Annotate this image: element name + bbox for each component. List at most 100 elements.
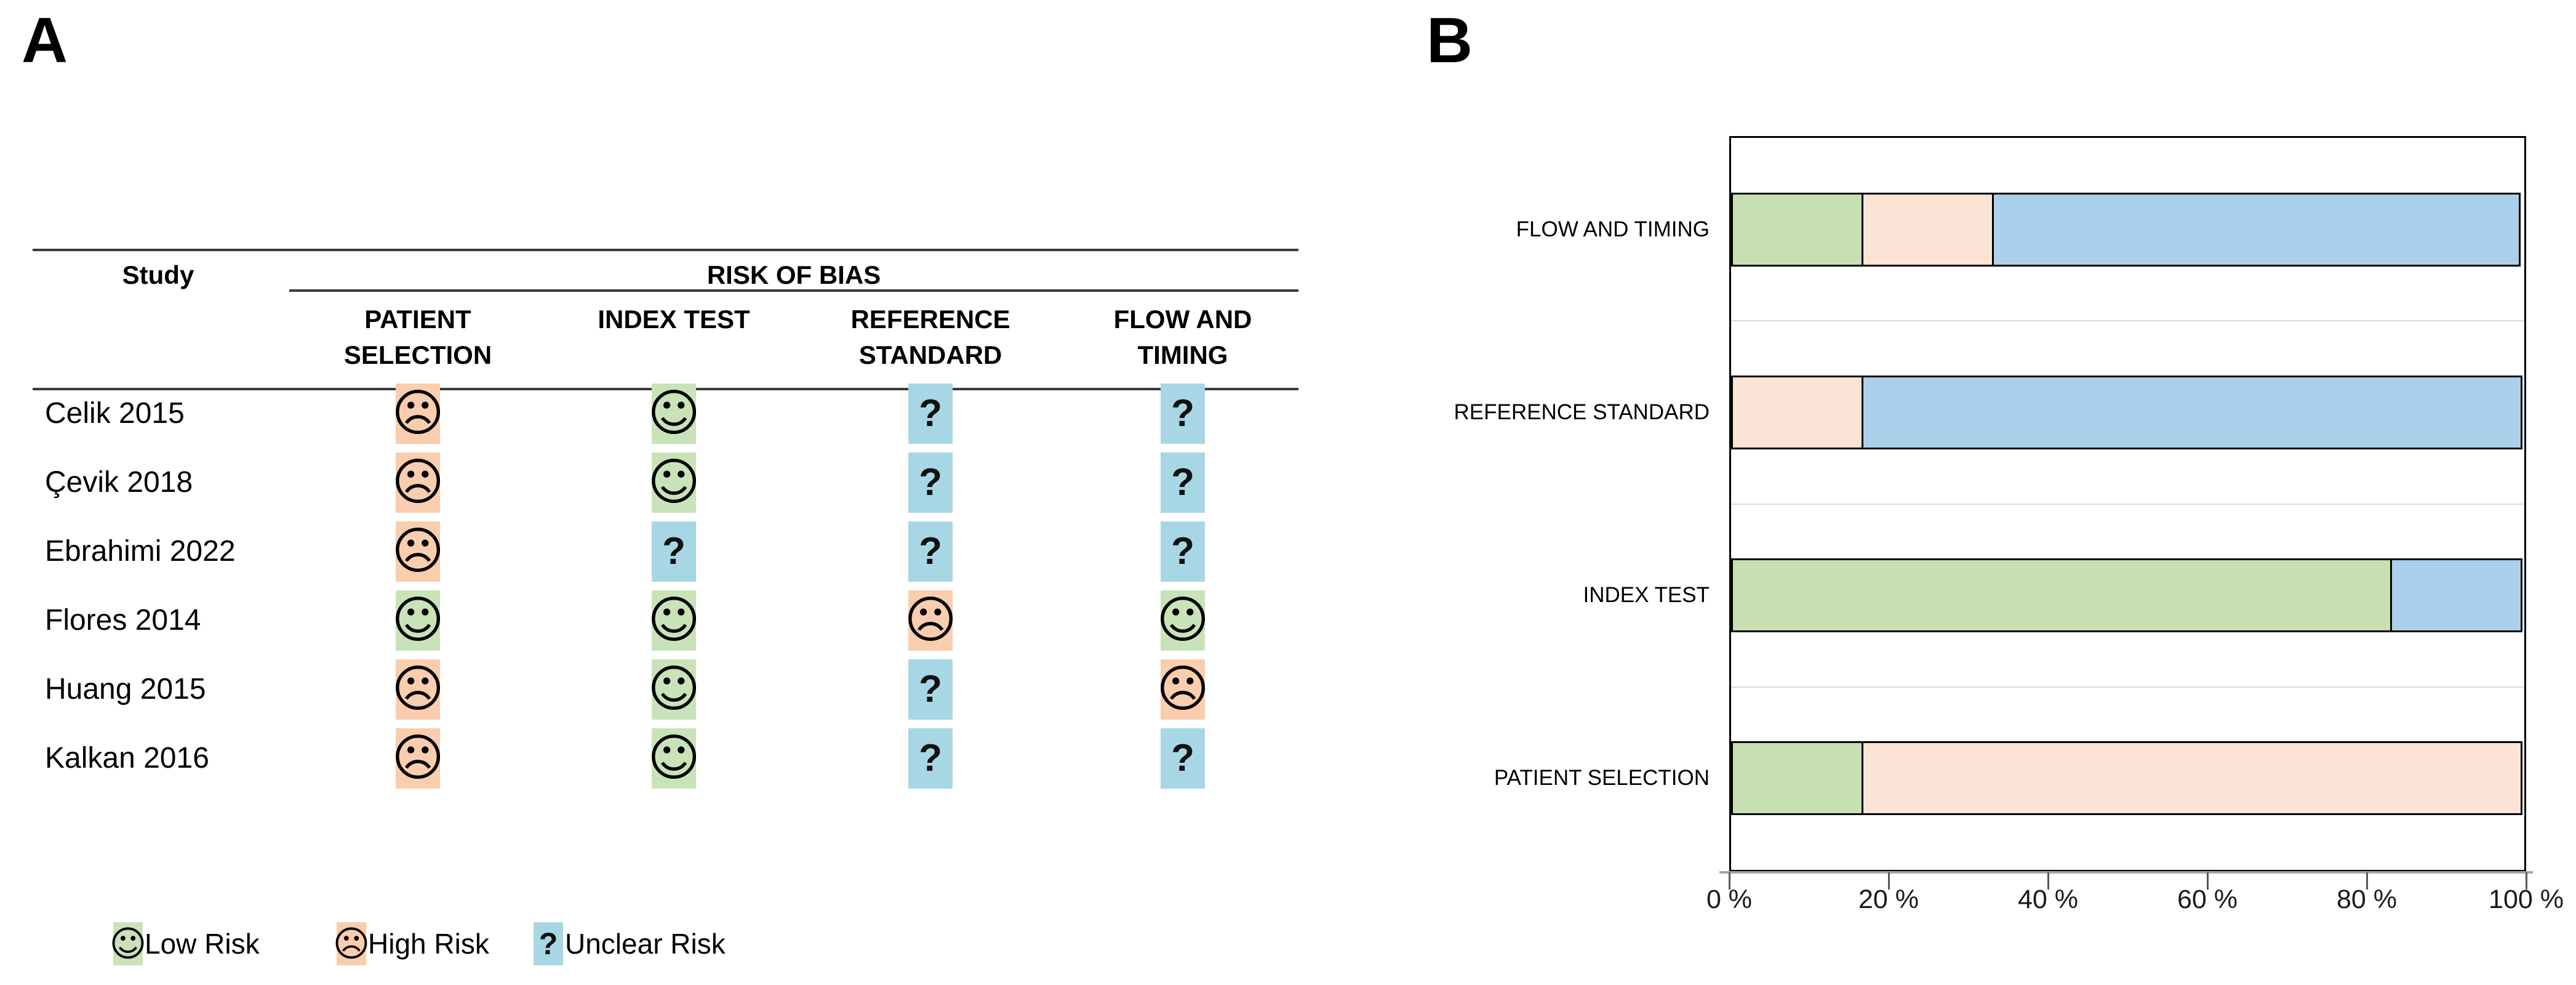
question-mark-icon: ? [662,530,686,573]
gridline [1731,504,2524,505]
rating-cell-low: ☺ [391,590,444,651]
x-tick [2366,872,2368,890]
smiley-face-icon: ☺ [647,729,700,787]
x-axis-line [1719,871,2533,874]
rating-cell-unclear: ? [908,452,953,513]
smiley-face-icon: ☺ [647,453,700,512]
x-tick-label: 80 % [2336,885,2397,914]
rating-cell-unclear: ? [908,659,953,720]
stacked-bar-patient-selection [1731,741,2524,815]
legend-swatch-high: ☹ [333,922,370,965]
frowning-face-icon: ☹ [391,660,444,718]
rating-cell-high: ☹ [391,728,444,789]
stacked-bar-index-test [1731,558,2524,632]
smiley-face-icon: ☺ [391,591,444,649]
question-mark-icon: ? [919,392,942,435]
study-label: Huang 2015 [45,673,206,706]
bar-segment-unclear-risk [2390,558,2522,632]
rating-cell-unclear: ? [652,521,696,582]
rating-cell-low: ☺ [647,384,700,444]
legend-label: Unclear Risk [565,928,726,960]
rating-cell-low: ☺ [647,728,700,789]
question-mark-icon: ? [1171,530,1194,573]
legend-label: Low Risk [145,928,260,960]
frowning-face-icon: ☹ [391,384,444,443]
rating-cell-high: ☹ [391,521,444,582]
table-group-rule [289,289,1298,292]
legend-swatch-low: ☺ [109,922,147,965]
column-header-index-test: INDEX TEST [598,305,750,334]
frowning-face-icon: ☹ [904,591,957,649]
legend-item-low: ☺ Low Risk [109,922,260,965]
table-top-rule [33,249,1298,251]
frowning-face-icon: ☹ [391,522,444,581]
rating-cell-low: ☺ [647,659,700,720]
column-header-patient-selection: PATIENT SELECTION [343,305,492,369]
x-tick [2526,872,2527,890]
rating-cell-high: ☹ [391,384,444,444]
smiley-face-icon: ☺ [1156,591,1209,649]
table-study-header: Study [122,260,194,289]
smiley-face-icon: ☺ [647,384,700,443]
smiley-face-icon: ☺ [647,591,700,649]
question-mark-icon: ? [919,530,942,573]
study-label: Çevik 2018 [45,466,193,499]
rating-cell-unclear: ? [1161,384,1205,444]
category-label-reference-standard: REFERENCE STANDARD [1454,400,1710,424]
study-label: Kalkan 2016 [45,742,209,774]
panel-a-label: A [22,5,68,76]
category-label-flow-and-timing: FLOW AND TIMING [1516,217,1710,241]
smiley-face-icon: ☺ [109,923,147,965]
bar-segment-low-risk [1731,558,2392,632]
bar-segment-high-risk [1862,741,2522,815]
chart-plot-area [1729,136,2526,872]
x-tick-label: 20 % [1858,885,1919,914]
x-tick [1729,872,1730,890]
gridline [1731,320,2524,321]
bar-segment-unclear-risk [1992,193,2521,267]
column-header-reference-standard: REFERENCE STANDARD [850,305,1010,369]
rating-cell-unclear: ? [908,728,953,789]
x-tick [2047,872,2049,890]
rating-cell-low: ☺ [647,590,700,651]
legend-item-high: ☹ High Risk [333,922,489,965]
rating-cell-unclear: ? [908,384,953,444]
rating-cell-low: ☺ [1156,590,1209,651]
rating-cell-low: ☺ [647,452,700,513]
question-mark-icon: ? [1171,737,1194,779]
column-header-flow-and-timing: FLOW AND TIMING [1113,305,1252,369]
legend-item-unclear: ? Unclear Risk [534,922,726,965]
frowning-face-icon: ☹ [1156,660,1209,718]
frowning-face-icon: ☹ [391,453,444,512]
x-tick-label: 100 % [2489,885,2564,914]
frowning-face-icon: ☹ [332,923,370,965]
rating-cell-unclear: ? [1161,728,1205,789]
legend-swatch-unclear: ? [534,922,563,965]
rating-cell-unclear: ? [908,521,953,582]
study-label: Ebrahimi 2022 [45,535,236,568]
category-label-patient-selection: PATIENT SELECTION [1494,766,1710,790]
question-mark-icon: ? [919,461,942,504]
frowning-face-icon: ☹ [391,729,444,787]
bar-segment-low-risk [1731,741,1864,815]
smiley-face-icon: ☺ [647,660,700,718]
table-group-header: RISK OF BIAS [706,260,881,289]
question-mark-icon: ? [1171,392,1194,435]
rating-cell-high: ☹ [391,452,444,513]
x-tick-label: 60 % [2177,885,2238,914]
question-mark-icon: ? [1171,461,1194,504]
rating-cell-high: ☹ [391,659,444,720]
x-tick [1888,872,1890,890]
category-label-index-test: INDEX TEST [1583,583,1710,607]
x-tick-label: 0 % [1706,885,1753,914]
stacked-bar-reference-standard [1731,376,2524,449]
study-label: Celik 2015 [45,397,185,430]
gridline [1731,686,2524,688]
rating-cell-unclear: ? [1161,521,1205,582]
study-label: Flores 2014 [45,604,201,637]
question-mark-icon: ? [538,927,558,961]
rating-cell-high: ☹ [1156,659,1209,720]
stacked-bar-flow-and-timing [1731,193,2524,267]
panel-b-label: B [1426,5,1473,76]
legend-label: High Risk [368,928,489,960]
